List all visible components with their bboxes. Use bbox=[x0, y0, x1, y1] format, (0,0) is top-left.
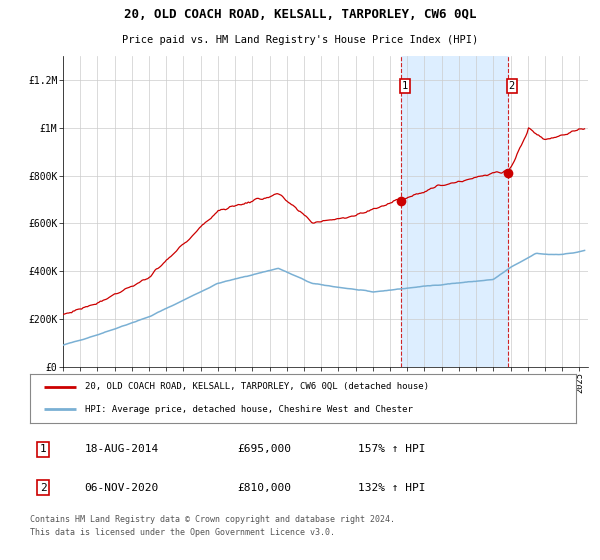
Text: 132% ↑ HPI: 132% ↑ HPI bbox=[358, 483, 425, 493]
Text: 1: 1 bbox=[402, 81, 408, 91]
Text: 1: 1 bbox=[40, 445, 47, 454]
Text: Contains HM Land Registry data © Crown copyright and database right 2024.
This d: Contains HM Land Registry data © Crown c… bbox=[30, 515, 395, 536]
Text: HPI: Average price, detached house, Cheshire West and Chester: HPI: Average price, detached house, Ches… bbox=[85, 405, 412, 414]
Text: 20, OLD COACH ROAD, KELSALL, TARPORLEY, CW6 0QL: 20, OLD COACH ROAD, KELSALL, TARPORLEY, … bbox=[124, 8, 476, 21]
Text: 157% ↑ HPI: 157% ↑ HPI bbox=[358, 445, 425, 454]
Text: £810,000: £810,000 bbox=[238, 483, 292, 493]
Text: 20, OLD COACH ROAD, KELSALL, TARPORLEY, CW6 0QL (detached house): 20, OLD COACH ROAD, KELSALL, TARPORLEY, … bbox=[85, 382, 428, 391]
Text: 06-NOV-2020: 06-NOV-2020 bbox=[85, 483, 159, 493]
Text: 2: 2 bbox=[40, 483, 47, 493]
Text: 18-AUG-2014: 18-AUG-2014 bbox=[85, 445, 159, 454]
Text: 2: 2 bbox=[509, 81, 515, 91]
Text: Price paid vs. HM Land Registry's House Price Index (HPI): Price paid vs. HM Land Registry's House … bbox=[122, 35, 478, 45]
Bar bbox=[401, 56, 508, 367]
Text: £695,000: £695,000 bbox=[238, 445, 292, 454]
